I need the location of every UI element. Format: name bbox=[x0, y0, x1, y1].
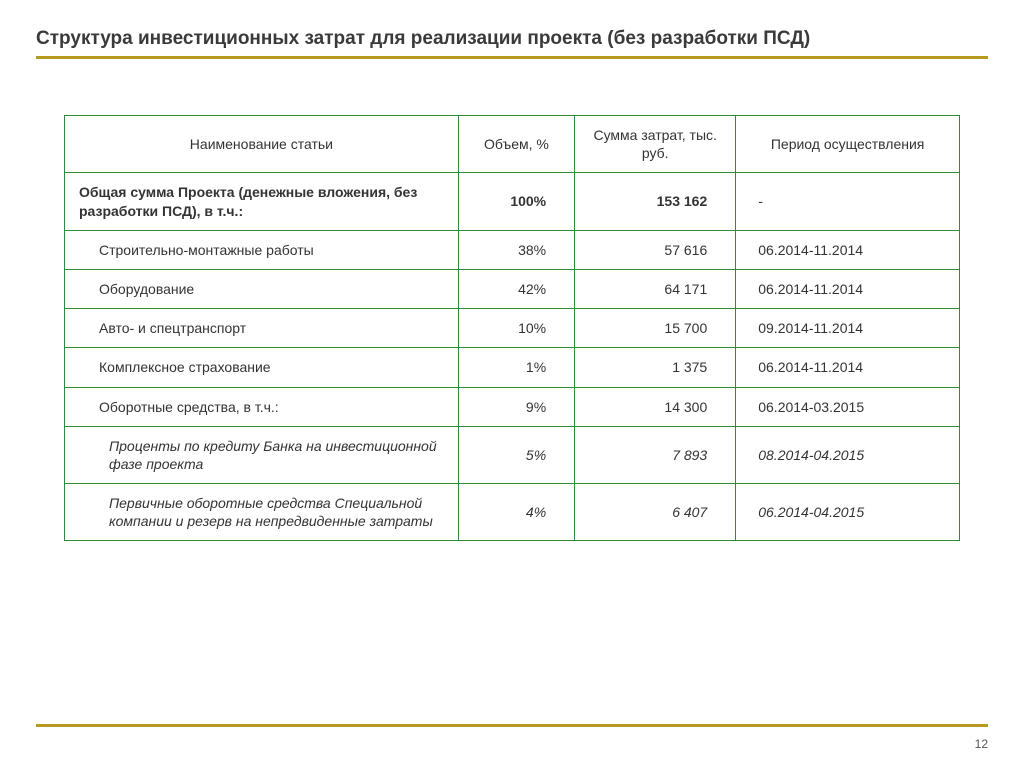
cell-period: 06.2014-11.2014 bbox=[736, 269, 960, 308]
cell-period: - bbox=[736, 173, 960, 230]
col-header-sum: Сумма затрат, тыс. руб. bbox=[575, 116, 736, 173]
page-title: Структура инвестиционных затрат для реал… bbox=[36, 28, 988, 50]
cell-sum: 14 300 bbox=[575, 387, 736, 426]
cell-name: Оборотные средства, в т.ч.: bbox=[65, 387, 459, 426]
investment-table-wrap: Наименование статьи Объем, % Сумма затра… bbox=[64, 115, 960, 541]
cell-sum: 7 893 bbox=[575, 426, 736, 483]
cell-volume: 10% bbox=[458, 309, 574, 348]
cell-period: 06.2014-03.2015 bbox=[736, 387, 960, 426]
cell-period: 06.2014-11.2014 bbox=[736, 348, 960, 387]
cell-period: 08.2014-04.2015 bbox=[736, 426, 960, 483]
cell-period: 09.2014-11.2014 bbox=[736, 309, 960, 348]
cell-volume: 38% bbox=[458, 230, 574, 269]
table-row: Оборотные средства, в т.ч.: 9% 14 300 06… bbox=[65, 387, 960, 426]
cell-volume: 1% bbox=[458, 348, 574, 387]
table-row: Строительно-монтажные работы 38% 57 616 … bbox=[65, 230, 960, 269]
cell-name: Оборудование bbox=[65, 269, 459, 308]
col-header-period: Период осуществления bbox=[736, 116, 960, 173]
col-header-volume: Объем, % bbox=[458, 116, 574, 173]
cell-sum: 6 407 bbox=[575, 484, 736, 541]
cell-volume: 9% bbox=[458, 387, 574, 426]
col-header-name: Наименование статьи bbox=[65, 116, 459, 173]
cell-name: Комплексное страхование bbox=[65, 348, 459, 387]
investment-table: Наименование статьи Объем, % Сумма затра… bbox=[64, 115, 960, 541]
cell-volume: 5% bbox=[458, 426, 574, 483]
cell-period: 06.2014-11.2014 bbox=[736, 230, 960, 269]
cell-name: Авто- и спецтранспорт bbox=[65, 309, 459, 348]
table-row: Общая сумма Проекта (денежные вложения, … bbox=[65, 173, 960, 230]
cell-sum: 153 162 bbox=[575, 173, 736, 230]
cell-name: Общая сумма Проекта (денежные вложения, … bbox=[65, 173, 459, 230]
cell-sum: 1 375 bbox=[575, 348, 736, 387]
table-row: Проценты по кредиту Банка на инвестицион… bbox=[65, 426, 960, 483]
table-row: Авто- и спецтранспорт 10% 15 700 09.2014… bbox=[65, 309, 960, 348]
page-number: 12 bbox=[975, 737, 988, 751]
cell-name: Строительно-монтажные работы bbox=[65, 230, 459, 269]
cell-sum: 64 171 bbox=[575, 269, 736, 308]
cell-volume: 42% bbox=[458, 269, 574, 308]
table-row: Оборудование 42% 64 171 06.2014-11.2014 bbox=[65, 269, 960, 308]
cell-volume: 4% bbox=[458, 484, 574, 541]
cell-period: 06.2014-04.2015 bbox=[736, 484, 960, 541]
cell-sum: 57 616 bbox=[575, 230, 736, 269]
cell-name: Первичные оборотные средства Специальной… bbox=[65, 484, 459, 541]
table-row: Комплексное страхование 1% 1 375 06.2014… bbox=[65, 348, 960, 387]
cell-volume: 100% bbox=[458, 173, 574, 230]
cell-sum: 15 700 bbox=[575, 309, 736, 348]
footer-underline bbox=[36, 724, 988, 727]
table-row: Первичные оборотные средства Специальной… bbox=[65, 484, 960, 541]
table-header-row: Наименование статьи Объем, % Сумма затра… bbox=[65, 116, 960, 173]
cell-name: Проценты по кредиту Банка на инвестицион… bbox=[65, 426, 459, 483]
title-underline bbox=[36, 56, 988, 59]
